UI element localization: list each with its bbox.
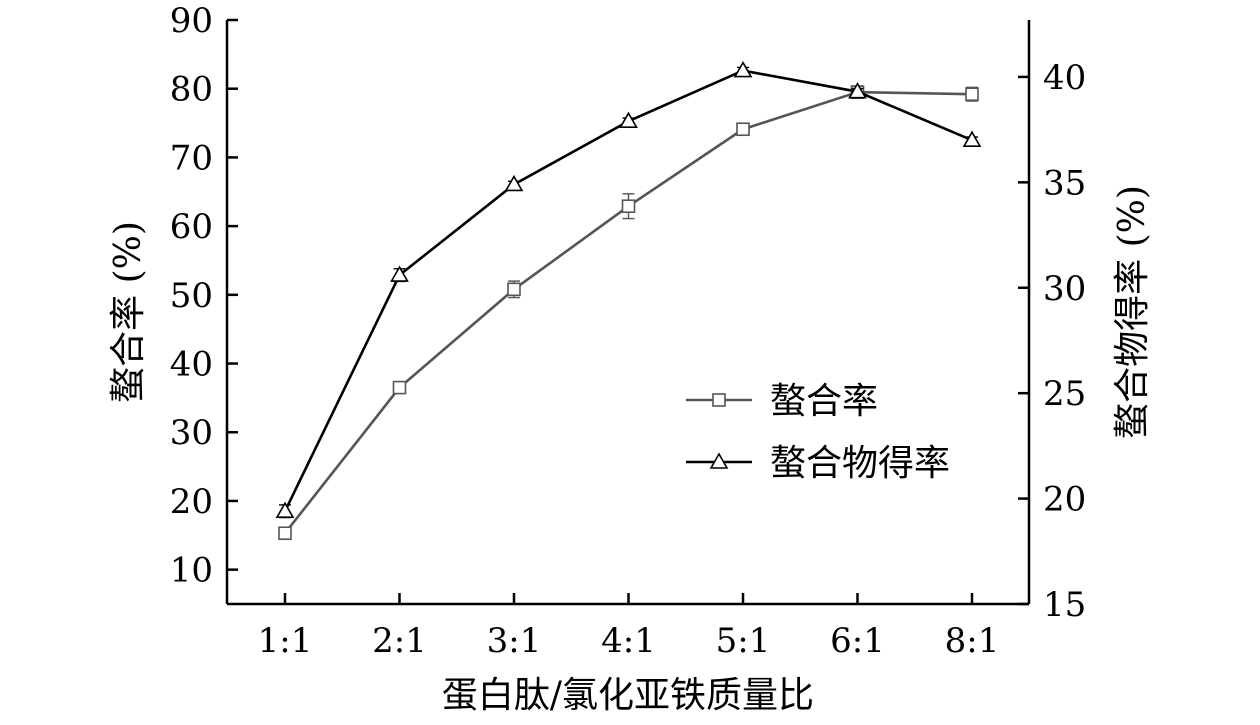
data-point: [507, 282, 521, 297]
data-point: [390, 265, 409, 282]
left-tick-label: 20: [170, 482, 213, 522]
data-point: [275, 501, 295, 519]
x-tick-label: 2:1: [372, 621, 427, 661]
right-tick-label: 40: [1043, 58, 1086, 98]
data-point: [962, 130, 982, 147]
legend-marker: [712, 393, 726, 407]
x-axis-ticks: 1:1 2:1 3:1 4:1 5:1 6:1 8:1: [258, 593, 1000, 661]
x-tick-label: 8:1: [945, 621, 1000, 661]
legend-label: 螯合率: [770, 381, 878, 422]
left-tick-label: 70: [170, 138, 213, 178]
legend-marker: [709, 452, 729, 469]
data-point: [733, 60, 753, 78]
data-point: [278, 526, 292, 541]
data-point: [392, 380, 407, 395]
right-axis-ticks: 15 20 25 30 35 40: [1018, 58, 1086, 625]
right-tick-label: 30: [1043, 269, 1086, 309]
left-axis-title: 螯合率 (%): [108, 221, 149, 403]
left-axis-ticks: 10 20 30 40 50 60 70 80 90: [170, 1, 238, 591]
data-point: [736, 122, 750, 137]
x-tick-label: 1:1: [258, 621, 313, 661]
right-tick-label: 15: [1043, 585, 1086, 625]
right-tick-label: 20: [1043, 480, 1086, 520]
right-axis-title: 螯合物得率 (%): [1112, 185, 1153, 439]
left-tick-label: 80: [170, 70, 213, 110]
x-axis-title: 蛋白肽/氯化亚铁质量比: [442, 675, 814, 716]
series-layer: [275, 60, 982, 541]
series-triangle: [275, 60, 982, 519]
left-tick-label: 90: [170, 1, 213, 41]
left-tick-label: 50: [170, 276, 213, 316]
right-tick-label: 35: [1043, 163, 1086, 203]
right-tick-label: 25: [1043, 374, 1086, 414]
x-tick-label: 4:1: [601, 621, 656, 661]
left-tick-label: 10: [170, 551, 213, 591]
legend-label: 螯合物得率: [770, 443, 950, 484]
plot-frame: [225, 20, 1031, 606]
x-tick-label: 3:1: [487, 621, 542, 661]
x-tick-label: 5:1: [716, 621, 771, 661]
data-point: [965, 87, 979, 102]
left-tick-label: 40: [170, 345, 213, 385]
left-tick-label: 60: [170, 207, 213, 247]
x-tick-label: 6:1: [830, 621, 885, 661]
left-tick-label: 30: [170, 413, 213, 453]
data-point: [848, 82, 867, 99]
data-point: [619, 111, 638, 128]
data-point: [621, 199, 636, 213]
data-point: [504, 174, 524, 192]
